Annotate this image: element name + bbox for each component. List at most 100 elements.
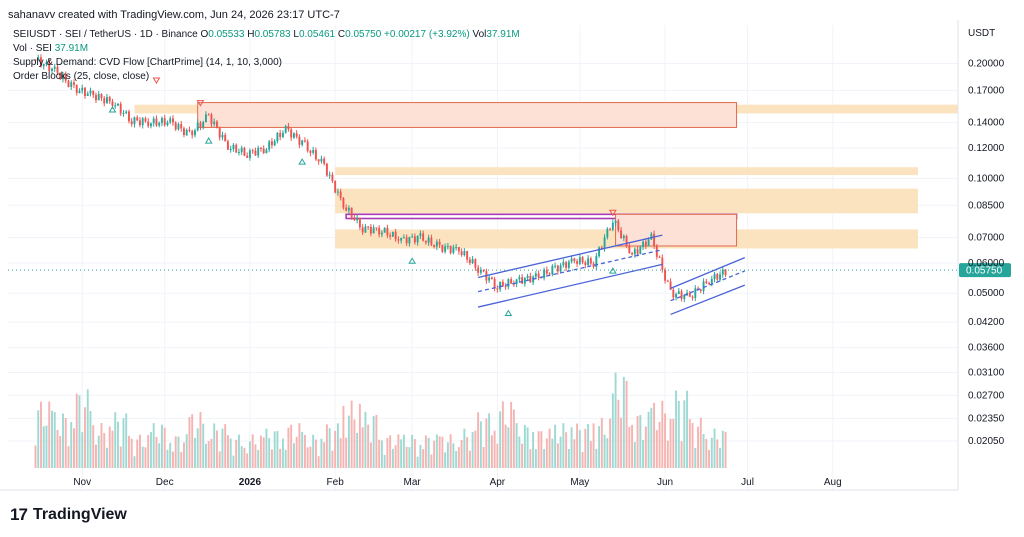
volume-bar	[169, 442, 172, 468]
volume-bar	[221, 428, 224, 468]
volume-bar	[499, 411, 502, 468]
candle-body	[188, 129, 191, 131]
volume-bar	[650, 407, 653, 468]
candle-body	[688, 292, 691, 297]
channel-lower	[477, 263, 663, 308]
volume-bar	[122, 418, 125, 468]
candle-body	[584, 262, 587, 265]
volume-bar	[155, 436, 158, 468]
volume-bar	[611, 393, 614, 468]
volume-bar	[639, 415, 642, 468]
candle-body	[325, 163, 328, 176]
volume-bar	[661, 400, 664, 468]
volume-bar	[721, 430, 724, 468]
candle-body	[378, 227, 381, 235]
volume-bar	[287, 427, 290, 468]
volume-bar	[240, 446, 243, 468]
candle-body	[526, 275, 529, 278]
candle-body	[490, 277, 493, 280]
legend-c-label: C	[337, 29, 346, 40]
price-tick-label: 0.12000	[968, 143, 1005, 154]
candle-body	[666, 280, 669, 282]
volume-bar	[493, 430, 496, 468]
volume-bar	[375, 414, 378, 468]
volume-bar	[559, 436, 562, 468]
legend-indicator-order-blocks[interactable]: Order Blocks (25, close, close)	[13, 71, 150, 82]
candle-body	[455, 247, 458, 249]
candle-body	[70, 82, 73, 87]
candle-body	[177, 124, 180, 130]
candle-body	[147, 121, 150, 127]
volume-bar	[347, 415, 350, 468]
volume-bar	[237, 434, 240, 468]
volume-bar	[631, 424, 634, 468]
volume-bar	[268, 438, 271, 468]
candle-body	[298, 136, 301, 145]
volume-bar	[320, 438, 323, 468]
candle-body	[471, 259, 474, 264]
candle-body	[84, 87, 86, 96]
price-tick-label: 0.06000	[968, 258, 1005, 269]
candle-body	[633, 249, 636, 255]
candle-body	[303, 140, 306, 142]
legend-indicator-cvd[interactable]: Supply & Demand: CVD Flow [ChartPrime] (…	[13, 57, 283, 68]
candle-body	[518, 277, 521, 280]
legend-symbol[interactable]: SEIUSDT · SEI / TetherUS · 1D · Binance	[13, 29, 198, 40]
volume-bar	[158, 443, 161, 468]
volume-bar	[160, 424, 163, 468]
time-tick-label: Apr	[490, 477, 506, 488]
tradingview-brand[interactable]: 17 TradingView	[10, 505, 127, 525]
candle-body	[246, 155, 249, 158]
candle-body	[653, 233, 656, 246]
candle-body	[710, 279, 713, 285]
candle-body	[567, 261, 570, 268]
volume-bar	[479, 421, 482, 468]
candle-body	[350, 207, 353, 218]
time-axis[interactable]: Nov Dec 2026 Feb Mar Apr May Jun Jul Aug	[73, 477, 841, 488]
price-tick-label: 0.14000	[968, 118, 1005, 129]
volume-bar	[232, 455, 235, 468]
volume-bar	[578, 430, 581, 468]
candle-body	[383, 227, 386, 233]
legend-volume-value: 37.91M	[54, 43, 89, 54]
volume-bar	[281, 438, 284, 468]
volume-bar	[565, 432, 568, 468]
candle-body	[529, 275, 532, 283]
volume-bar	[56, 429, 59, 468]
price-axis[interactable]: USDT 0.20000 0.17000 0.14000 0.12000 0.10000 0…	[968, 28, 1005, 447]
candle-body	[48, 62, 51, 71]
candle-body	[92, 90, 95, 96]
candle-body	[708, 282, 711, 285]
volume-bar	[699, 417, 702, 468]
candle-body	[556, 265, 559, 272]
legend-volume-row[interactable]: Vol · SEI 37.91M	[13, 42, 520, 56]
volume-bar	[265, 428, 268, 468]
candle-body	[364, 226, 367, 233]
volume-bar	[95, 444, 97, 468]
candle-body	[510, 279, 513, 284]
volume-bar	[422, 449, 425, 468]
volume-bar	[314, 439, 317, 468]
current-price-label: 0.05750	[966, 266, 1003, 277]
volume-bar	[587, 424, 590, 468]
down-marker-icon	[196, 100, 205, 107]
candle-body	[213, 121, 216, 125]
volume-bar	[669, 418, 672, 468]
price-tick-label: 0.05000	[968, 288, 1005, 299]
candle-body	[100, 94, 103, 99]
candle-body	[323, 158, 326, 164]
volume-bar	[257, 449, 260, 468]
volume-bar	[202, 423, 205, 468]
candle-body	[152, 118, 155, 124]
volume-bar	[185, 434, 188, 468]
volume-bar	[182, 442, 185, 468]
volume-bar	[306, 447, 309, 468]
candle-body	[215, 121, 218, 128]
candle-body	[45, 62, 48, 65]
candle-body	[221, 134, 224, 138]
candle-body	[474, 259, 477, 268]
candle-body	[347, 207, 350, 211]
volume-bar	[471, 431, 474, 468]
candle-body	[570, 258, 573, 262]
